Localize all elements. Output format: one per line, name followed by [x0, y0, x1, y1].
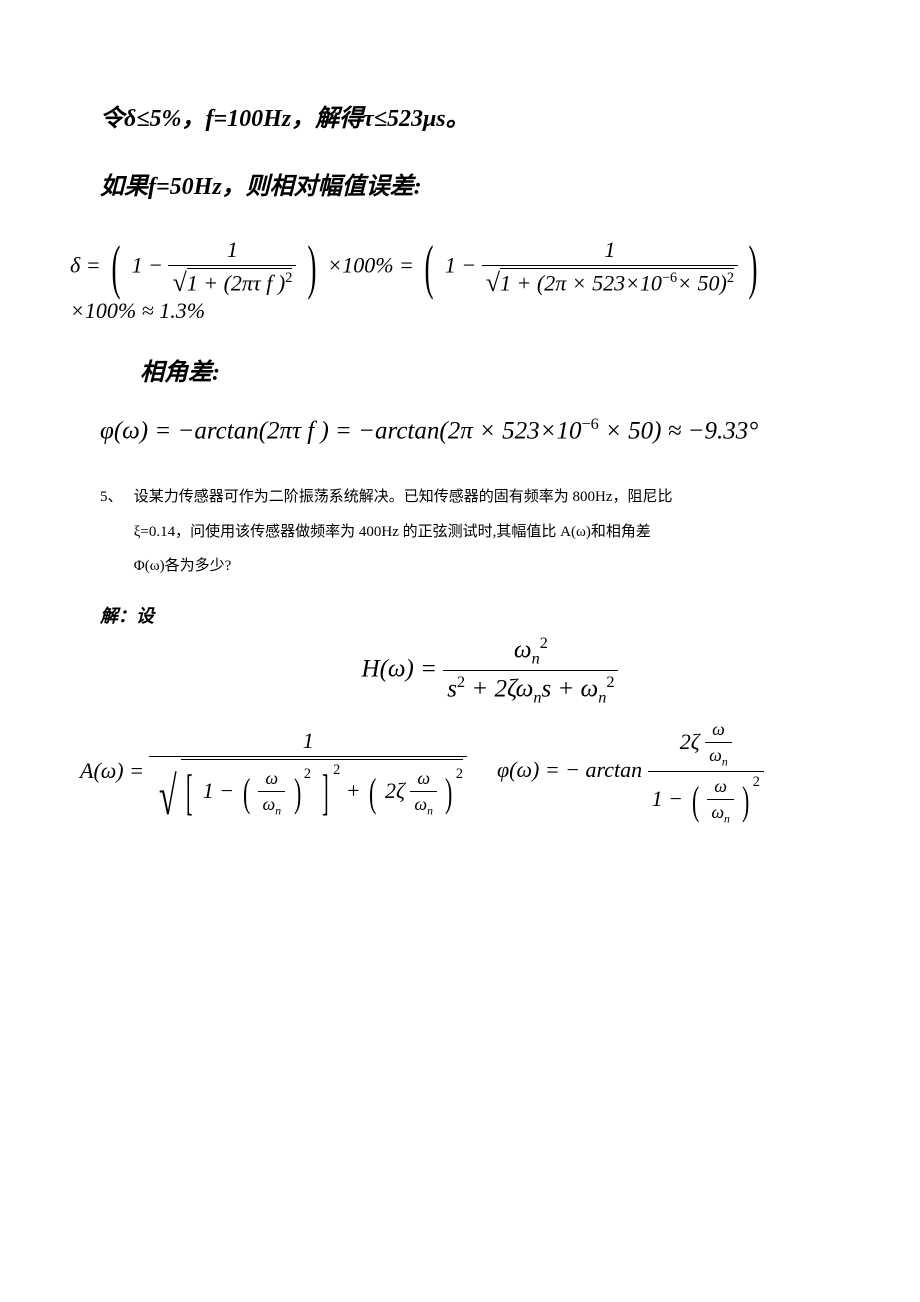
a-formula: A(ω) = 1 √ [ 1 − ( ω ωn	[80, 728, 467, 818]
h-num: ωn2	[443, 634, 618, 671]
a-if2-den-o: ω	[414, 794, 427, 814]
a-inner-frac-1: ω ωn	[258, 768, 285, 818]
a-exp-inner: 2	[304, 766, 311, 782]
a-if1-num: ω	[258, 768, 285, 792]
frac2-den-exp-b: 2	[727, 270, 734, 286]
h-fraction: ωn2 s2 + 2ζωns + ωn2	[443, 634, 618, 708]
h-den-e1: 2	[457, 673, 465, 691]
a-if2-den: ωn	[410, 792, 437, 818]
phi2-nf-num: ω	[705, 719, 732, 743]
a-inner-frac-2: ω ωn	[410, 768, 437, 818]
h-formula: H(ω) = ωn2 s2 + 2ζωns + ωn2	[160, 634, 820, 708]
h-num-omega: ω	[514, 636, 532, 663]
paren-close-1: )	[307, 240, 316, 294]
phi2-nf-den: ωn	[705, 743, 732, 769]
delta-symbol: δ	[70, 252, 80, 277]
fraction-1: 1 √1 + (2πτ f )2	[168, 237, 296, 298]
phi-part-a: φ(ω) = −arctan(2πτ f ) = −arctan(2π × 52…	[100, 417, 581, 444]
one-minus-2: 1 −	[445, 252, 476, 277]
problem-line-1: 设某力传感器可作为二阶振荡系统解决。已知传感器的固有频率为 800Hz，阻尼比	[134, 489, 673, 505]
h-num-sub: n	[532, 649, 540, 667]
phi2-nf-den-o: ω	[709, 745, 722, 765]
a-fraction: 1 √ [ 1 − ( ω ωn )2 ]2	[149, 728, 466, 818]
a-if2-den-n: n	[427, 804, 433, 817]
h-den-e2: 2	[606, 673, 614, 691]
phi2-den: 1 − ( ω ωn )2	[648, 772, 764, 826]
fraction-2: 1 √1 + (2π × 523×10−6× 50)2	[482, 237, 738, 298]
phi2-lhs: φ(ω) = − arctan	[497, 757, 642, 782]
phi2-df-den: ωn	[707, 800, 734, 826]
problem-5: 5、 设某力传感器可作为二阶振荡系统解决。已知传感器的固有频率为 800Hz，阻…	[100, 480, 820, 584]
a-den: √ [ 1 − ( ω ωn )2 ]2 + (	[149, 757, 466, 818]
phi2-one-minus: 1 −	[652, 786, 683, 811]
a-2zeta: 2ζ	[385, 778, 405, 803]
frac1-num: 1	[168, 237, 296, 266]
paren-close-2: )	[749, 240, 758, 294]
times100-2: ×100% ≈ 1.3%	[70, 298, 205, 323]
phi2-2zeta: 2ζ	[680, 729, 700, 754]
phi-formula: φ(ω) = −arctan(2πτ f ) = −arctan(2π × 52…	[100, 415, 820, 445]
equals-1: =	[86, 252, 101, 277]
a-if1-den-o: ω	[262, 794, 275, 814]
frac2-den-a: 1 + (2π × 523×10	[500, 271, 662, 296]
h-den-b: + 2ζω	[465, 675, 533, 702]
paren-open-1: (	[112, 240, 121, 294]
phi-exp: −6	[581, 415, 598, 433]
frac2-den-exp-a: −6	[662, 270, 677, 286]
h-lhs: H(ω) =	[362, 655, 437, 682]
phi2-num: 2ζ ω ωn	[648, 719, 764, 772]
phi2-exp: 2	[753, 774, 760, 790]
a-if1-den-n: n	[275, 804, 281, 817]
h-den-c: s + ω	[541, 675, 598, 702]
problem-body: 设某力传感器可作为二阶振荡系统解决。已知传感器的固有频率为 800Hz，阻尼比 …	[134, 480, 814, 584]
phase-angle-label: 相角差:	[140, 352, 820, 387]
phi2-den-frac: ω ωn	[707, 776, 734, 826]
h-den: s2 + 2ζωns + ωn2	[443, 671, 618, 707]
phi2-df-num: ω	[707, 776, 734, 800]
phi-part-b: × 50) ≈ −9.33°	[599, 417, 759, 444]
a-lhs: A(ω) =	[80, 757, 144, 782]
problem-line-2: ξ=0.14，问使用该传感器做频率为 400Hz 的正弦测试时,其幅值比 A(ω…	[134, 524, 651, 540]
phi2-fraction: 2ζ ω ωn 1 − ( ω ωn )2	[648, 719, 764, 825]
h-den-s: s	[447, 675, 457, 702]
frac1-den-exp: 2	[285, 270, 292, 286]
paren-open-2: (	[425, 240, 434, 294]
a-phi-row: A(ω) = 1 √ [ 1 − ( ω ωn	[80, 719, 820, 825]
phi2-formula: φ(ω) = − arctan 2ζ ω ωn 1 − ( ω ωn	[497, 719, 764, 825]
frac2-num: 1	[482, 237, 738, 266]
delta-part2: 1 − 1 √1 + (2π × 523×10−6× 50)2	[445, 237, 738, 298]
one-minus-1: 1 −	[132, 252, 163, 277]
solution-label: 解：设	[100, 602, 820, 628]
delta-part1: 1 − 1 √1 + (2πτ f )2	[132, 237, 297, 298]
phi2-df-den-o: ω	[711, 802, 724, 822]
statement-line-1: 令δ≤5%，f=100Hz，解得τ≤523μs。	[100, 100, 820, 138]
frac1-den-inner: 1 + (2πτ f )	[187, 271, 286, 296]
a-num: 1	[149, 728, 466, 757]
problem-number: 5、	[100, 480, 130, 515]
a-exp-bracket: 2	[333, 762, 340, 778]
problem-line-3: Φ(ω)各为多少?	[134, 558, 232, 574]
phi2-num-frac: ω ωn	[705, 719, 732, 769]
frac2-den-b: × 50)	[677, 271, 727, 296]
a-exp-2: 2	[456, 766, 463, 782]
h-num-exp: 2	[540, 634, 548, 652]
times100-1: ×100% =	[327, 252, 414, 277]
statement-line-2: 如果f=50Hz，则相对幅值误差:	[100, 168, 820, 206]
a-sqrt: √ [ 1 − ( ω ωn )2 ]2 + (	[153, 759, 462, 818]
a-plus: +	[346, 778, 361, 803]
delta-formula: δ = ( 1 − 1 √1 + (2πτ f )2 ) ×100% = ( 1…	[70, 237, 820, 324]
frac2-den: √1 + (2π × 523×10−6× 50)2	[482, 266, 738, 298]
a-if1-den: ωn	[258, 792, 285, 818]
phi2-df-den-n: n	[724, 813, 730, 826]
a-if2-num: ω	[410, 768, 437, 792]
a-one-minus: 1 −	[203, 778, 234, 803]
phi2-nf-den-n: n	[722, 756, 728, 769]
document-page: 令δ≤5%，f=100Hz，解得τ≤523μs。 如果f=50Hz，则相对幅值误…	[0, 0, 920, 886]
frac1-den: √1 + (2πτ f )2	[168, 266, 296, 298]
